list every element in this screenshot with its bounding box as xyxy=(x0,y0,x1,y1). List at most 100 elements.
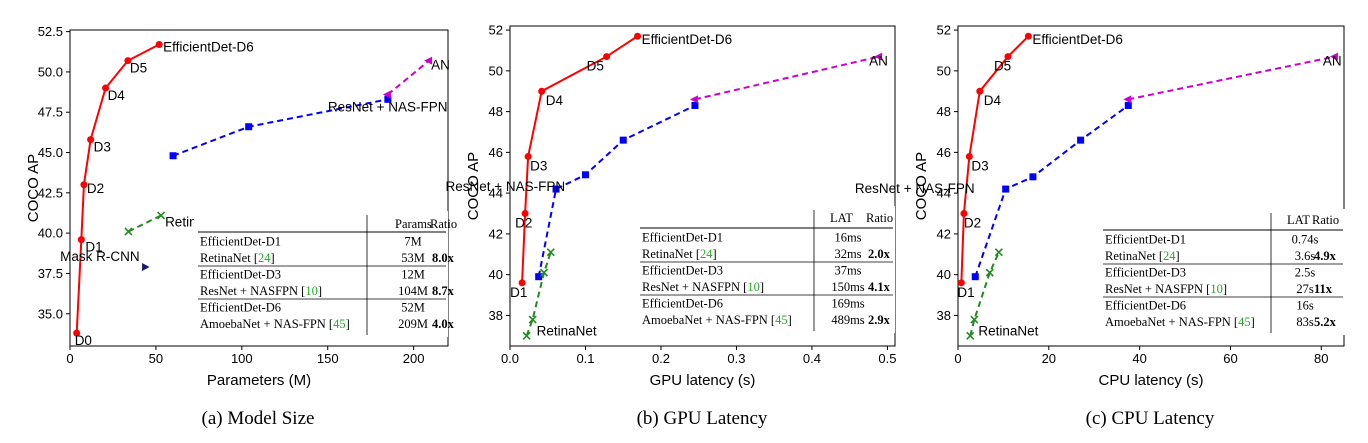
table-row-ratio: 8.7x xyxy=(432,284,455,298)
table-row-ratio: 2.9x xyxy=(868,313,891,327)
point-label: D1 xyxy=(957,285,974,300)
table-header: LAT xyxy=(830,211,853,225)
y-tick-label: 40.0 xyxy=(38,226,63,241)
x-tick-label: 80 xyxy=(1314,351,1328,366)
comparison-table: LAT Ratio EfficientDet-D1 0.74s RetinaNet [2… xyxy=(1099,209,1345,335)
x-tick-label: 200 xyxy=(403,351,425,366)
table-row-name: EfficientDet-D1 xyxy=(642,231,723,245)
table-header: Ratio xyxy=(430,217,457,231)
table-row-name: EfficientDet-D3 xyxy=(642,264,723,278)
table-row-name: EfficientDet-D1 xyxy=(1105,233,1186,247)
efficientdet-line xyxy=(521,35,639,283)
table-row-ratio: 2.0x xyxy=(868,247,891,261)
retinanet-point xyxy=(985,268,994,277)
x-tick-label: 0.0 xyxy=(501,351,519,366)
table-header: Ratio xyxy=(1312,213,1339,227)
table-row-name: EfficientDet-D6 xyxy=(200,301,281,315)
table-row-value: 37ms xyxy=(834,264,861,278)
table-row-ratio: 8.0x xyxy=(432,251,455,265)
resnet_nasfpn-point xyxy=(1002,185,1010,193)
resnet_nasfpn-point xyxy=(619,136,627,144)
point-label: D5 xyxy=(994,59,1011,74)
point-label: D0 xyxy=(75,333,92,348)
efficientdet-point xyxy=(102,84,110,92)
efficientdet-point xyxy=(603,53,611,61)
y-axis-label: COCO AP xyxy=(25,154,42,222)
resnet_nasfpn-point xyxy=(1029,173,1037,181)
chart-caption: (a) Model Size xyxy=(202,408,315,429)
table-row-name: EfficientDet-D6 xyxy=(642,297,723,311)
table-row-value: 104M xyxy=(398,284,428,298)
efficientdet-point xyxy=(80,181,88,189)
x-tick-label: 20 xyxy=(1042,351,1056,366)
plot-frame xyxy=(509,25,896,347)
table-row-value: 0.74s xyxy=(1292,233,1319,247)
table-row-value: 52M xyxy=(401,301,425,315)
amoebanet-label: AN xyxy=(1323,54,1342,69)
table-row-name: RetinaNet [24] xyxy=(1105,249,1180,263)
amoebanet-line xyxy=(694,55,880,101)
y-axis-label: COCO AP xyxy=(465,152,482,220)
resnet_nasfpn-point xyxy=(245,123,253,131)
table-row-value: 32ms xyxy=(834,247,861,261)
efficientdet-point xyxy=(634,32,642,40)
efficientdet-point xyxy=(538,87,546,95)
point-label: D4 xyxy=(108,88,126,103)
resnet_nasfpn-point xyxy=(169,152,177,160)
table-row-value: 169ms xyxy=(831,297,864,311)
efficientdet-point xyxy=(976,87,984,95)
retinanet-point xyxy=(528,315,537,324)
table-row-name: AmoebaNet + NAS-FPN [45] xyxy=(1105,315,1255,329)
resnet_nasfpn-point xyxy=(1124,101,1132,109)
resnet_nasfpn-label: ResNet + NAS-FPN xyxy=(328,99,448,114)
resnet_nasfpn-label: ResNet + NAS-FPN xyxy=(445,179,565,194)
table-row-name: RetinaNet [24] xyxy=(642,247,717,261)
y-tick-label: 48 xyxy=(937,104,951,119)
y-tick-label: 52.5 xyxy=(38,24,63,39)
table-row-name: ResNet + NASFPN [10] xyxy=(1105,282,1227,296)
point-label: EfficientDet-D6 xyxy=(642,32,733,47)
retinanet-point xyxy=(124,227,133,236)
table-row-value: 16ms xyxy=(834,231,861,245)
retinanet-point xyxy=(156,211,166,220)
y-tick-label: 52 xyxy=(489,23,503,38)
y-tick-label: 46 xyxy=(937,145,951,160)
efficientdet-point xyxy=(73,329,81,337)
mask_rcnn-label: Mask R-CNN xyxy=(60,249,140,264)
x-tick-label: 60 xyxy=(1223,351,1237,366)
table-row-value: 12M xyxy=(401,268,425,282)
x-tick-label: 0.4 xyxy=(803,351,821,366)
chart-caption: (b) GPU Latency xyxy=(637,408,768,429)
x-tick-label: 150 xyxy=(317,351,339,366)
y-tick-label: 42 xyxy=(489,226,503,241)
retinanet-line xyxy=(969,251,1000,337)
efficientdet-point xyxy=(87,136,95,144)
x-tick-label: 40 xyxy=(1132,351,1146,366)
point-label: EfficientDet-D6 xyxy=(1032,32,1123,47)
table-row-name: AmoebaNet + NAS-FPN [45] xyxy=(642,313,792,327)
table-row-name: EfficientDet-D3 xyxy=(1105,266,1186,280)
efficientdet-point xyxy=(965,152,973,160)
chart-caption: (c) CPU Latency xyxy=(1086,408,1215,429)
resnet_nasfpn-point xyxy=(535,273,543,281)
efficientdet-point xyxy=(521,210,529,218)
table-row-value: 83s xyxy=(1296,315,1314,329)
table-row-value: 489ms xyxy=(831,313,864,327)
resnet_nasfpn-point xyxy=(384,95,392,103)
resnet_nasfpn-point xyxy=(691,101,699,109)
table-row-value: 7M xyxy=(404,235,421,249)
point-label: EfficientDet-D6 xyxy=(163,40,254,55)
y-tick-label: 50 xyxy=(489,63,503,78)
retinanet-point xyxy=(539,268,549,277)
x-axis-label: Parameters (M) xyxy=(207,372,311,389)
point-label: D4 xyxy=(546,93,564,108)
resnet_nasfpn-point xyxy=(1077,136,1085,144)
table-row-name: AmoebaNet + NAS-FPN [45] xyxy=(200,317,350,331)
retinanet-line xyxy=(525,251,552,337)
y-tick-label: 44 xyxy=(937,186,951,201)
table-row-name: ResNet + NASFPN [10] xyxy=(200,284,322,298)
table-row-ratio: 4.9x xyxy=(1314,249,1337,263)
table-row-ratio: 5.2x xyxy=(1314,315,1337,329)
